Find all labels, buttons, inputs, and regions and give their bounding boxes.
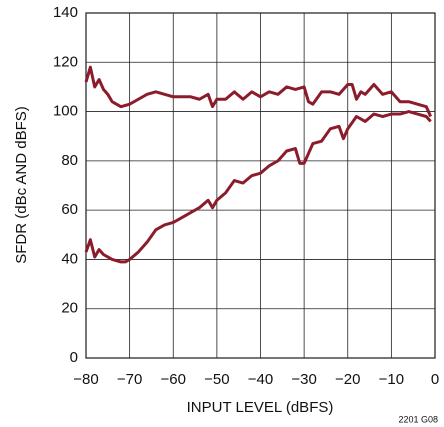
- y-tick-label: 40: [61, 250, 78, 267]
- x-tick-label: −20: [335, 371, 360, 388]
- data-line: [84, 110, 432, 264]
- y-tick-label: 20: [61, 300, 78, 317]
- x-tick-label: −40: [248, 371, 273, 388]
- y-tick-label: 80: [61, 152, 78, 169]
- x-tick-label: −10: [379, 371, 404, 388]
- y-tick-label: 120: [53, 53, 78, 70]
- x-axis-label: INPUT LEVEL (dBFS): [187, 399, 334, 416]
- x-tick-label: −50: [204, 371, 229, 388]
- x-tick-label: −30: [291, 371, 316, 388]
- y-tick-label: 0: [70, 349, 78, 366]
- y-axis-label: SFDR (dBc AND dBFS): [13, 106, 30, 264]
- data-line: [84, 65, 433, 118]
- y-tick-label: 100: [53, 103, 78, 120]
- x-tick-label: −60: [161, 371, 186, 388]
- y-tick-label: 140: [53, 4, 78, 21]
- figure-note: 2201 G08: [398, 414, 438, 424]
- x-tick-label: −80: [73, 371, 98, 388]
- y-tick-label: 60: [61, 201, 78, 218]
- x-tick-label: −70: [117, 371, 142, 388]
- x-tick-label: 0: [431, 371, 439, 388]
